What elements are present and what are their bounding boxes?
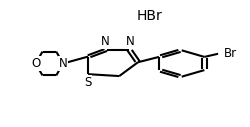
Text: N: N xyxy=(126,35,134,48)
Text: S: S xyxy=(84,76,92,89)
Text: Br: Br xyxy=(223,47,236,60)
Text: O: O xyxy=(31,57,40,70)
Text: HBr: HBr xyxy=(136,9,162,23)
Text: N: N xyxy=(101,35,110,48)
Text: N: N xyxy=(58,57,67,70)
